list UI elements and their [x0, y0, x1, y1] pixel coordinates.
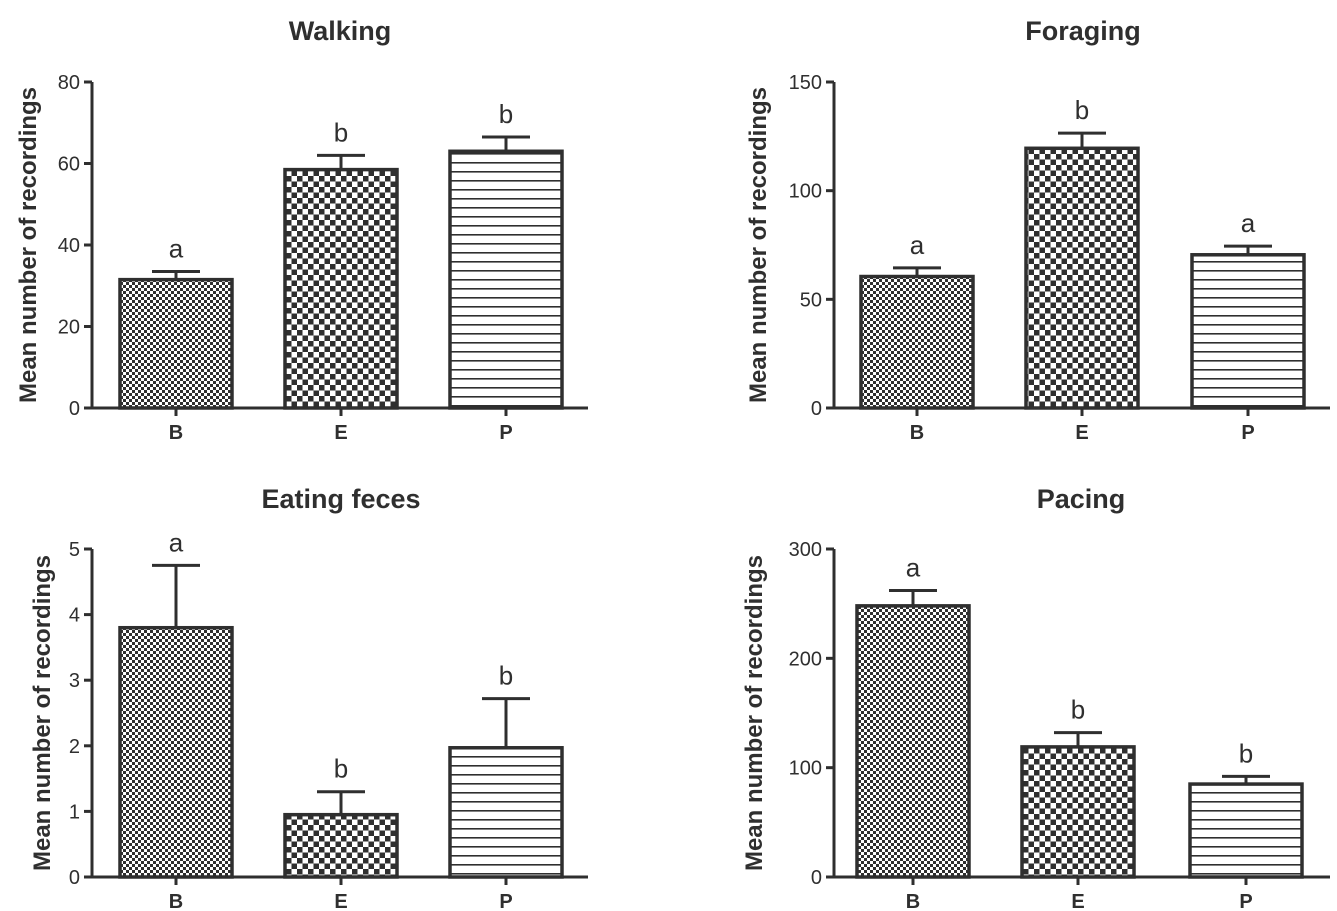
y-tick-label: 2	[69, 736, 80, 758]
y-axis-label: Mean number of recordings	[741, 555, 768, 871]
bar-P	[1188, 782, 1304, 879]
category-label: E	[1075, 422, 1088, 444]
significance-label: b	[334, 117, 348, 147]
y-tick-label: 0	[811, 398, 822, 420]
significance-label: a	[169, 233, 184, 263]
bar-B	[859, 274, 975, 410]
bar-B	[855, 604, 971, 879]
y-tick-label: 300	[789, 539, 822, 561]
y-tick-label: 150	[789, 72, 822, 94]
category-label: P	[1239, 891, 1252, 911]
bar-P	[448, 746, 564, 879]
significance-label: b	[499, 99, 513, 129]
significance-label: b	[499, 661, 513, 691]
y-tick-label: 0	[69, 398, 80, 420]
y-axis-label: Mean number of recordings	[15, 87, 42, 403]
significance-label: a	[910, 230, 925, 260]
y-tick-label: 0	[69, 867, 80, 889]
significance-label: b	[1071, 695, 1085, 725]
y-tick-label: 200	[789, 648, 822, 670]
chart-title: Walking	[289, 16, 392, 46]
bar-E	[283, 812, 399, 879]
category-label: P	[1241, 422, 1254, 444]
y-tick-label: 20	[58, 317, 80, 339]
significance-label: a	[169, 527, 184, 557]
chart-panel-0: Walking Mean number of recordings 0 20 40 60 8…	[15, 16, 588, 444]
y-tick-label: 40	[58, 235, 80, 257]
y-tick-label: 60	[58, 154, 80, 176]
y-tick-label: 100	[789, 181, 822, 203]
y-tick-label: 3	[69, 670, 80, 692]
category-label: B	[910, 422, 924, 444]
significance-label: b	[1075, 95, 1089, 125]
category-label: B	[169, 422, 183, 444]
significance-label: b	[334, 754, 348, 784]
significance-label: a	[1241, 208, 1256, 238]
category-label: B	[906, 891, 920, 911]
chart-title: Foraging	[1025, 16, 1141, 46]
category-label: E	[334, 891, 347, 911]
chart-panel-2: Eating feces Mean number of recordings 0 1 2…	[29, 484, 588, 911]
y-tick-label: 4	[69, 605, 80, 627]
bar-E	[1020, 745, 1136, 879]
y-tick-label: 80	[58, 72, 80, 94]
category-label: B	[169, 891, 183, 911]
bar-P	[1190, 253, 1306, 410]
bar-P	[448, 149, 564, 410]
chart-panel-1: Foraging Mean number of recordings 0 50 100 1…	[745, 16, 1330, 444]
category-label: P	[499, 422, 512, 444]
category-label: E	[334, 422, 347, 444]
bar-B	[118, 277, 234, 410]
bar-E	[1024, 146, 1140, 410]
y-tick-label: 50	[800, 289, 822, 311]
category-label: P	[499, 891, 512, 911]
category-label: E	[1071, 891, 1084, 911]
chart-title: Pacing	[1037, 484, 1126, 514]
chart-title: Eating feces	[261, 484, 420, 514]
y-tick-label: 5	[69, 539, 80, 561]
y-tick-label: 100	[789, 758, 822, 780]
bar-B	[118, 625, 234, 879]
significance-label: b	[1239, 738, 1253, 768]
chart-panel-3: Pacing Mean number of recordings 0 100 200 30…	[741, 484, 1330, 911]
bar-E	[283, 167, 399, 410]
y-axis-label: Mean number of recordings	[745, 87, 772, 403]
y-tick-label: 1	[69, 801, 80, 823]
y-axis-label: Mean number of recordings	[29, 555, 56, 871]
significance-label: a	[906, 553, 921, 583]
y-tick-label: 0	[811, 867, 822, 889]
